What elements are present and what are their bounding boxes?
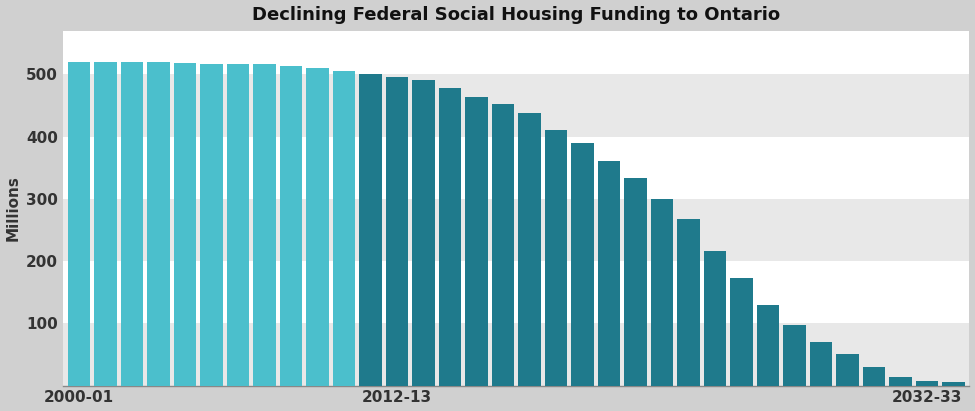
Y-axis label: Millions: Millions: [6, 175, 20, 241]
Bar: [837, 354, 859, 386]
Bar: [545, 130, 567, 386]
Bar: [916, 381, 938, 386]
Bar: [63, 74, 969, 136]
Bar: [730, 279, 753, 386]
Bar: [678, 219, 700, 386]
Bar: [63, 199, 969, 261]
Bar: [412, 81, 435, 386]
Bar: [63, 136, 969, 199]
Bar: [704, 251, 726, 386]
Bar: [121, 62, 143, 386]
Bar: [332, 71, 355, 386]
Bar: [783, 325, 805, 386]
Bar: [942, 383, 965, 386]
Bar: [465, 97, 488, 386]
Bar: [359, 74, 381, 386]
Bar: [306, 68, 329, 386]
Bar: [571, 143, 594, 386]
Bar: [63, 261, 969, 323]
Bar: [226, 64, 250, 386]
Bar: [200, 64, 222, 386]
Bar: [650, 199, 674, 386]
Bar: [624, 178, 646, 386]
Bar: [95, 62, 117, 386]
Bar: [439, 88, 461, 386]
Bar: [63, 323, 969, 386]
Bar: [889, 377, 912, 386]
Bar: [254, 64, 276, 386]
Bar: [386, 77, 409, 386]
Bar: [491, 104, 514, 386]
Bar: [67, 62, 90, 386]
Title: Declining Federal Social Housing Funding to Ontario: Declining Federal Social Housing Funding…: [253, 6, 780, 23]
Bar: [518, 113, 541, 386]
Bar: [863, 367, 885, 386]
Bar: [757, 305, 779, 386]
Bar: [280, 65, 302, 386]
Bar: [147, 62, 170, 386]
Bar: [174, 63, 196, 386]
Bar: [63, 24, 969, 74]
Bar: [598, 162, 620, 386]
Bar: [810, 342, 833, 386]
